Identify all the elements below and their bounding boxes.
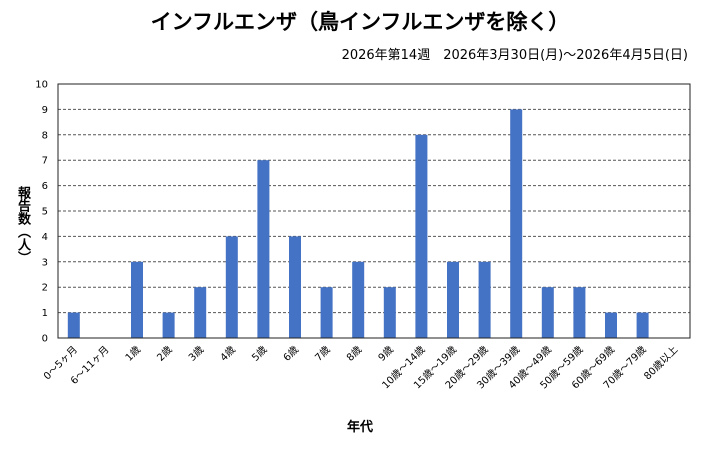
y-tick-label: 5: [42, 207, 48, 218]
bars: [67, 109, 649, 339]
bar: [447, 261, 459, 338]
y-tick-label: 1: [42, 308, 48, 319]
bar: [257, 160, 270, 338]
y-tick-label: 8: [42, 130, 48, 141]
bar: [352, 261, 365, 338]
plot-frame: [57, 83, 691, 339]
y-tick-label: 9: [42, 105, 48, 116]
bar: [573, 287, 586, 338]
y-tick-label: 0: [42, 334, 48, 345]
x-axis-label: 年代: [346, 420, 373, 435]
grid-lines: [58, 108, 690, 314]
y-tick-label: 4: [42, 232, 48, 243]
y-tick-labels: 0 1 2 3 4 5 6 7 8 9 10: [35, 80, 48, 345]
y-axis-label: 報告数（人）: [15, 186, 30, 264]
bar: [605, 312, 617, 338]
y-tick-label: 7: [42, 156, 48, 167]
bar: [131, 261, 143, 338]
x-tick-label: 2歳: [155, 344, 175, 364]
bar: [289, 236, 301, 338]
x-tick-label: 7歳: [313, 344, 333, 364]
y-tick-label: 3: [42, 257, 48, 268]
bar: [541, 287, 554, 338]
x-tick-label: 4歳: [218, 344, 238, 364]
bar: [510, 109, 523, 339]
bar: [194, 287, 207, 338]
x-tick-label: 80歳以上: [642, 344, 681, 383]
bar: [415, 134, 428, 338]
y-tick-label: 10: [35, 80, 48, 91]
bar: [225, 236, 238, 338]
x-tick-label: 8歳: [344, 344, 364, 364]
x-tick-label: 5歳: [249, 344, 269, 364]
bar: [67, 312, 80, 338]
x-tick-label: 6歳: [281, 344, 301, 364]
bar: [162, 312, 175, 338]
bar: [636, 312, 649, 338]
chart-subtitle: 2026年第14週 2026年3月30日(月)～2026年4月5日(日): [341, 48, 688, 63]
bar: [383, 287, 396, 338]
x-tick-label: 9歳: [376, 344, 396, 364]
x-tick-label: 1歳: [123, 344, 143, 364]
bar: [478, 261, 491, 338]
x-tick-label: 3歳: [186, 344, 206, 364]
y-tick-label: 6: [42, 181, 48, 192]
bar: [320, 287, 333, 338]
plot-border: [57, 83, 691, 339]
chart-title: インフルエンザ（鳥インフルエンザを除く）: [150, 10, 570, 34]
y-tick-label: 2: [42, 283, 48, 294]
